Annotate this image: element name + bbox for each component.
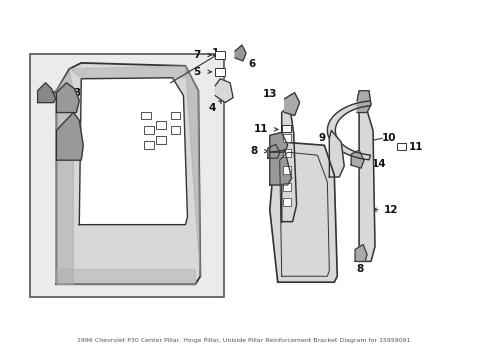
Polygon shape [69,66,185,78]
Polygon shape [328,130,344,177]
Bar [281,125,290,132]
Polygon shape [79,78,187,225]
Text: 9: 9 [304,165,311,175]
Polygon shape [269,142,337,282]
Polygon shape [284,93,299,116]
Bar [282,183,290,191]
Polygon shape [358,111,374,261]
Bar [143,126,153,134]
Polygon shape [56,71,73,284]
Text: 8: 8 [250,146,257,156]
Text: 3: 3 [73,88,81,98]
Text: 10: 10 [381,133,396,143]
Text: 6: 6 [247,59,255,69]
Text: 11: 11 [253,125,267,134]
Polygon shape [269,150,291,185]
Text: 5: 5 [193,67,200,77]
Bar [170,126,180,134]
Text: 8: 8 [356,264,363,274]
Bar [282,166,290,174]
Text: 14: 14 [371,159,386,169]
Text: 9: 9 [318,133,325,143]
Text: 13: 13 [263,89,277,99]
Bar [143,141,153,149]
Polygon shape [281,105,296,222]
Text: 7: 7 [193,50,200,60]
Text: 1: 1 [211,48,219,58]
Text: 2: 2 [309,205,316,215]
Text: 12: 12 [383,205,398,215]
Polygon shape [56,83,79,113]
Polygon shape [38,83,55,103]
Polygon shape [350,150,364,168]
Text: 4: 4 [208,103,216,113]
Polygon shape [326,101,370,160]
Bar [141,112,150,120]
Bar [155,136,165,144]
Text: 11: 11 [408,142,422,152]
Bar [215,68,224,76]
Bar [170,112,180,120]
Polygon shape [56,63,200,284]
Bar [282,134,290,142]
Bar [155,121,165,129]
Polygon shape [215,79,233,103]
Polygon shape [235,45,245,61]
Polygon shape [56,113,83,160]
Polygon shape [356,91,370,113]
Polygon shape [185,66,200,276]
Polygon shape [269,132,287,152]
Polygon shape [56,269,195,284]
Bar [215,51,224,59]
Bar [282,149,290,157]
Bar [282,198,290,206]
Bar [396,143,405,150]
Bar [30,54,224,297]
Polygon shape [267,144,279,158]
Text: 1996 Chevrolet P30 Center Pillar, Hinge Pillar, Uniside Pillar Reinforcement Bra: 1996 Chevrolet P30 Center Pillar, Hinge … [77,338,410,343]
Polygon shape [354,244,366,261]
